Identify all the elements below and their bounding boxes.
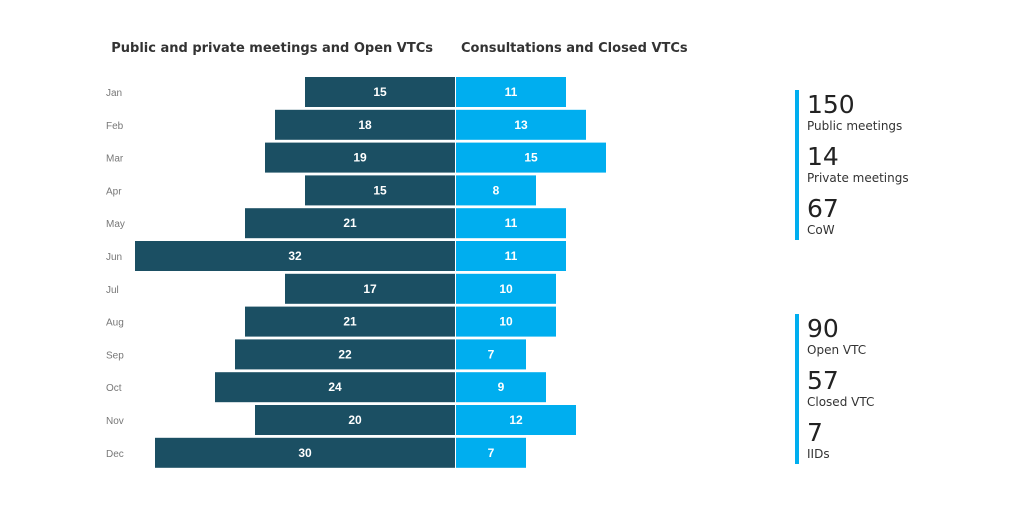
stat-value: 7 (807, 418, 823, 447)
bar-right (456, 175, 536, 206)
bar-right (456, 405, 576, 435)
stat-label: Private meetings (807, 171, 909, 185)
bar-left (285, 273, 455, 304)
month-label: Jan (106, 88, 122, 99)
bar-left (245, 208, 455, 239)
stat-label: Open VTC (807, 343, 867, 357)
bar-right-value: 10 (499, 282, 513, 296)
month-label: Oct (106, 383, 122, 394)
bar-left-value: 24 (328, 380, 342, 394)
bar-left-value: 18 (358, 118, 372, 132)
stat-value: 90 (807, 314, 839, 343)
stat-private-meetings: 14 Private meetings (807, 144, 909, 186)
stat-closed-vtc: 57 Closed VTC (807, 368, 874, 410)
stat-cow: 67 CoW (807, 196, 839, 238)
bar-right-value: 13 (514, 118, 528, 132)
bar-left-value: 15 (373, 85, 387, 99)
bar-right-value: 10 (499, 315, 513, 329)
bar-left (265, 142, 455, 173)
bar-right-value: 11 (505, 85, 518, 99)
bar-left (245, 306, 455, 337)
month-label: Mar (106, 154, 124, 165)
month-label: Sep (106, 350, 124, 361)
bar-right (456, 142, 606, 173)
bar-right (456, 372, 546, 403)
bar-right-value: 11 (505, 249, 518, 263)
bar-left-value: 30 (298, 446, 312, 460)
bar-left (235, 339, 455, 370)
month-label: Jul (106, 285, 119, 296)
bar-left (275, 109, 455, 140)
stat-value: 14 (807, 142, 839, 171)
bar-right (456, 339, 526, 370)
month-label: Dec (106, 449, 124, 460)
stats-group-meetings: 150 Public meetings 14 Private meetings … (795, 90, 995, 240)
bar-right (456, 208, 566, 239)
bar-left (305, 77, 455, 107)
bar-left (305, 175, 455, 206)
stat-value: 67 (807, 194, 839, 223)
bar-left (215, 372, 455, 403)
bar-left-value: 20 (348, 413, 362, 427)
stat-label: CoW (807, 223, 835, 237)
bar-left-value: 22 (338, 347, 352, 361)
bar-right-value: 7 (488, 347, 495, 361)
stat-label: Public meetings (807, 119, 903, 133)
stats-accent-bar (795, 314, 799, 464)
bar-left-value: 17 (363, 282, 377, 296)
stats-accent-bar (795, 90, 799, 240)
series-title-left: Public and private meetings and Open VTC… (111, 41, 433, 56)
stat-iids: 7 IIDs (807, 420, 830, 462)
month-label: May (106, 219, 125, 230)
month-label: Apr (106, 186, 122, 197)
bar-left (255, 405, 455, 435)
bar-right-value: 8 (493, 183, 500, 197)
month-label: Aug (106, 318, 124, 329)
bar-right-value: 9 (498, 380, 505, 394)
bar-right (456, 306, 556, 337)
stat-label: IIDs (807, 447, 830, 461)
bar-right-value: 12 (509, 413, 523, 427)
stat-open-vtc: 90 Open VTC (807, 316, 866, 358)
month-label: Nov (106, 416, 124, 427)
bar-right (456, 437, 526, 468)
stat-value: 57 (807, 366, 839, 395)
stat-public-meetings: 150 Public meetings (807, 92, 902, 134)
bar-left-value: 19 (353, 151, 367, 165)
bar-left-value: 15 (373, 183, 387, 197)
bar-right-value: 7 (488, 446, 495, 460)
stat-label: Closed VTC (807, 395, 875, 409)
bar-left-value: 21 (343, 315, 357, 329)
bar-right (456, 273, 556, 304)
series-title-right: Consultations and Closed VTCs (461, 41, 688, 56)
month-label: Jun (106, 252, 122, 263)
month-label: Feb (106, 121, 124, 132)
bar-right-value: 11 (505, 216, 518, 230)
bar-right (456, 109, 586, 140)
stat-value: 150 (807, 90, 855, 119)
bar-right (456, 241, 566, 271)
bar-left-value: 32 (288, 249, 302, 263)
bar-left (135, 241, 455, 271)
stats-group-vtc: 90 Open VTC 57 Closed VTC 7 IIDs (795, 314, 995, 464)
bar-right-value: 15 (524, 151, 538, 165)
bar-left-value: 21 (343, 216, 357, 230)
bar-right (456, 77, 566, 107)
bar-left (155, 437, 455, 468)
